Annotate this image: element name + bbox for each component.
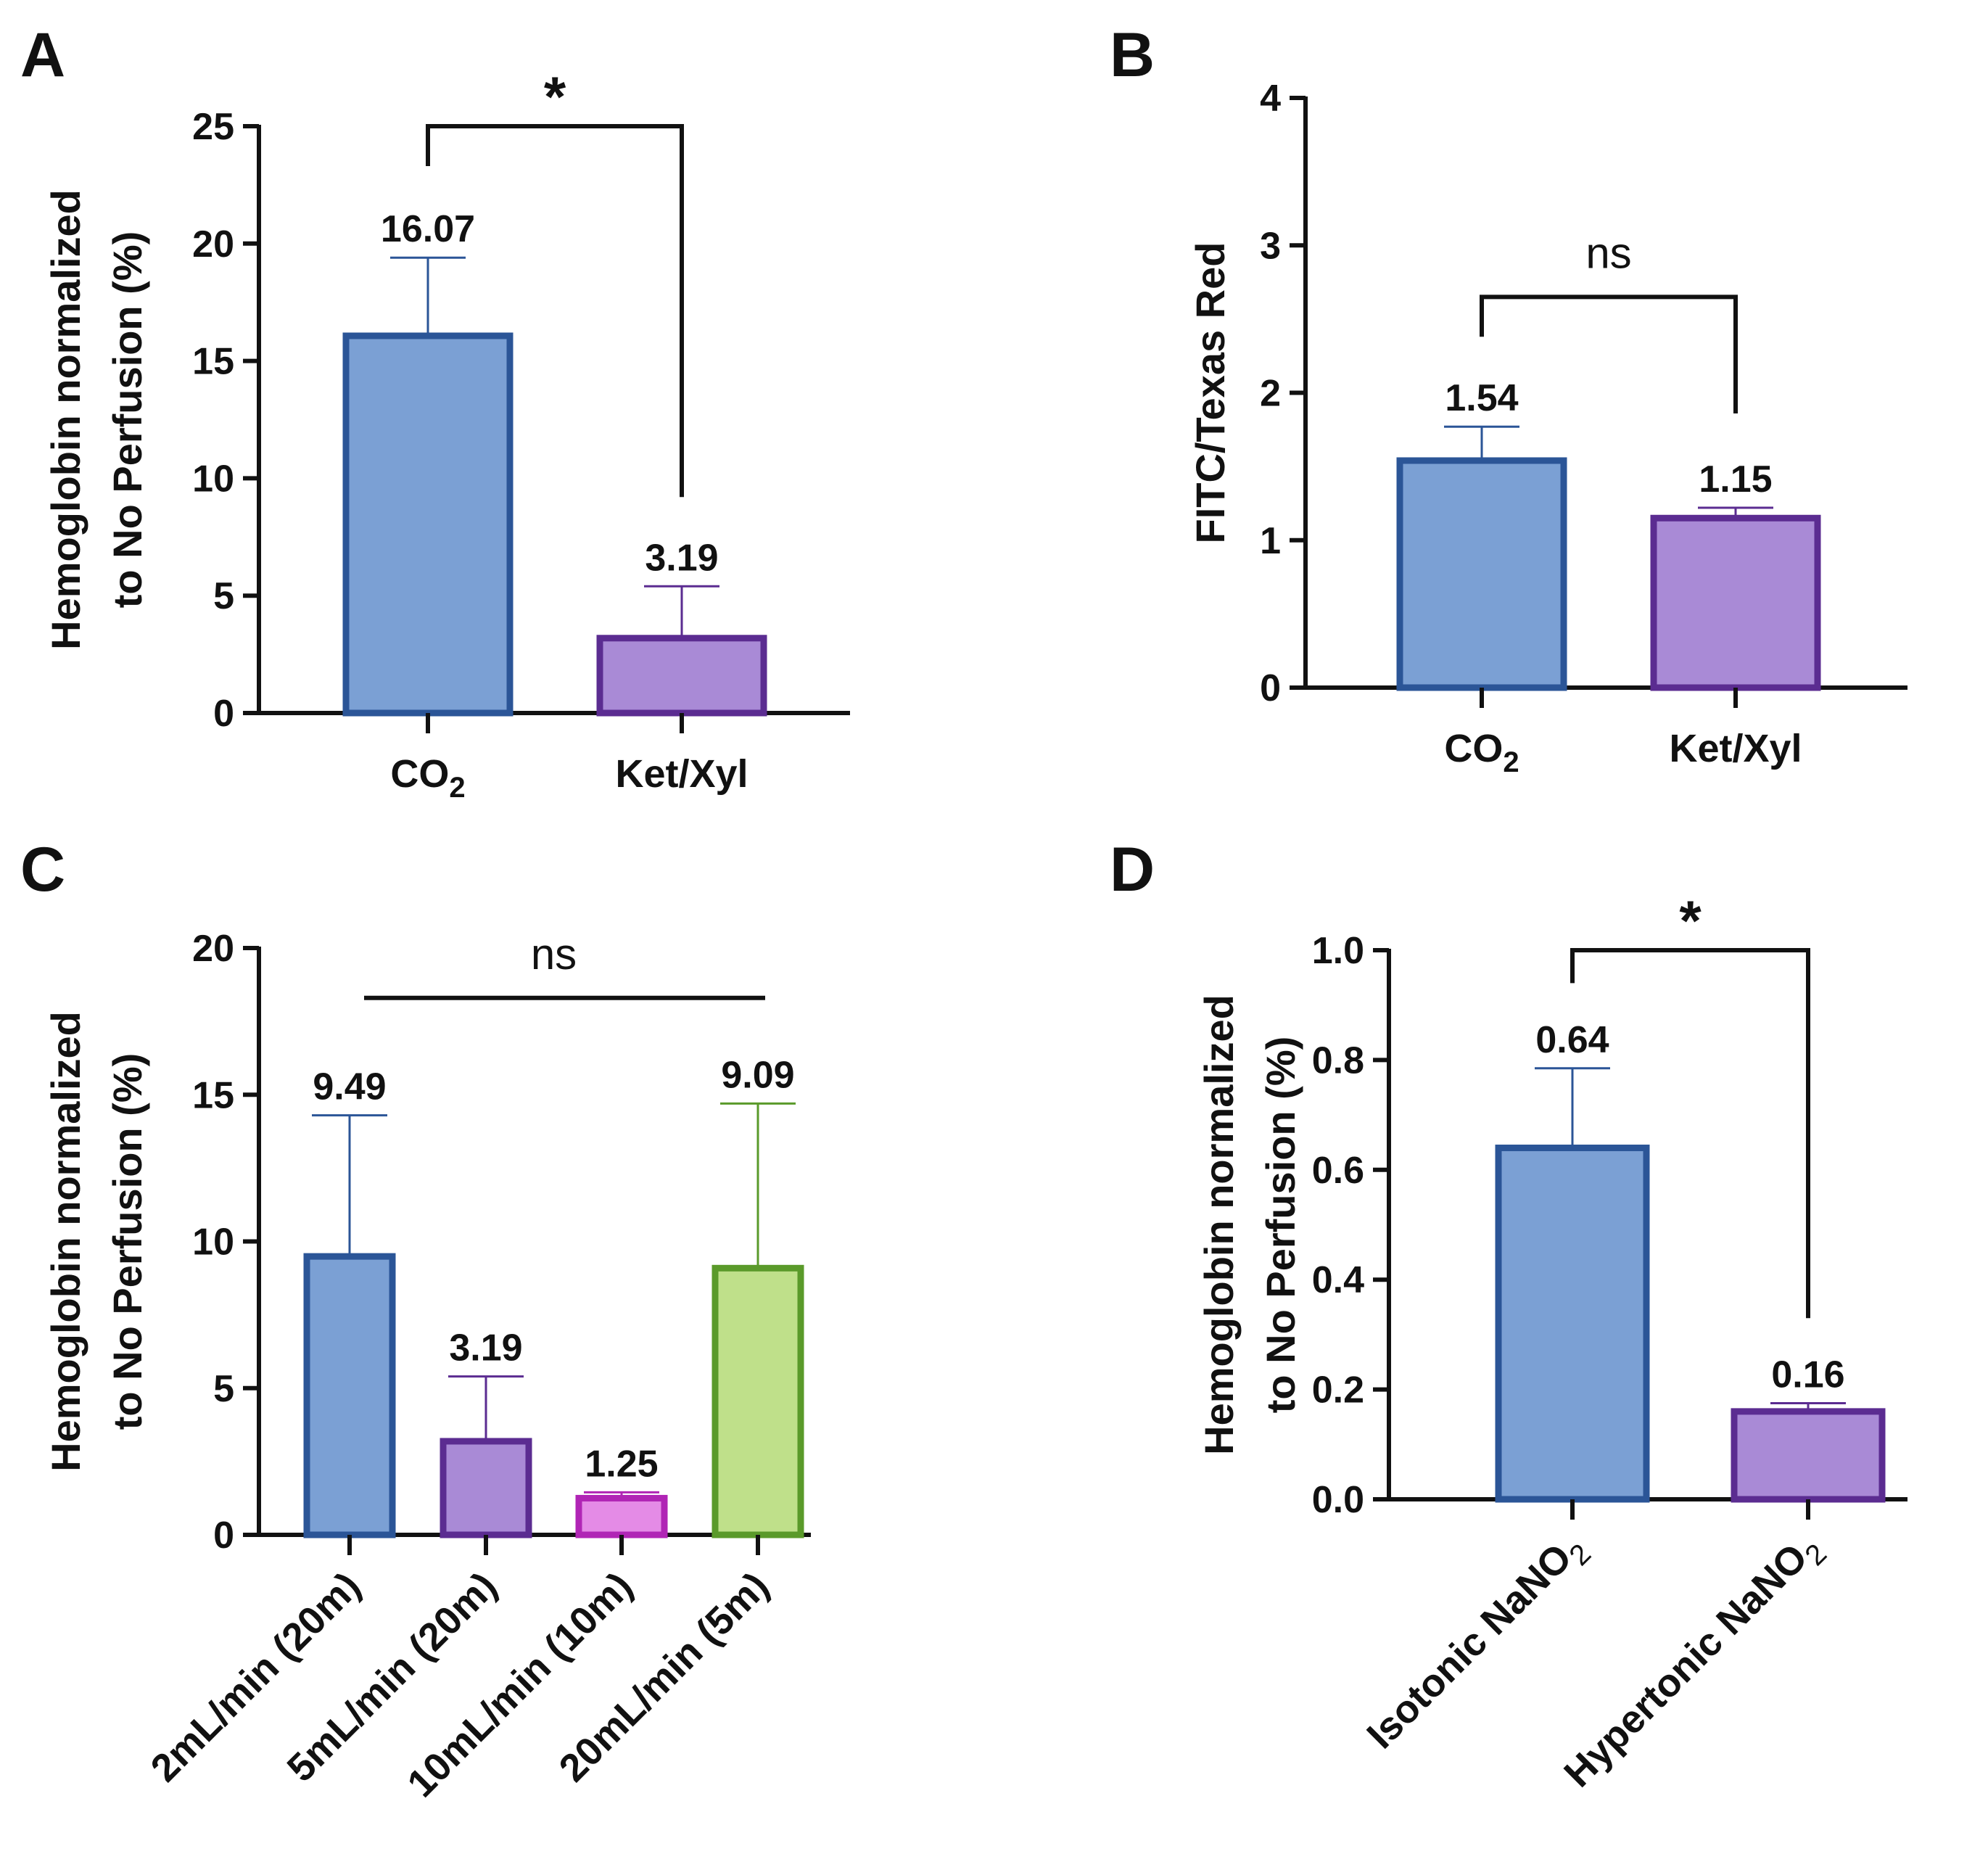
panel-letter-d: D bbox=[1110, 835, 1155, 905]
value-label: 0.64 bbox=[1535, 1019, 1609, 1061]
bar bbox=[575, 1494, 668, 1538]
significance-label: * bbox=[1679, 889, 1702, 952]
y-axis-title: to No Perfusion (%) bbox=[104, 1053, 150, 1430]
category-label: CO2 bbox=[1444, 727, 1519, 778]
bar bbox=[342, 332, 514, 717]
y-tick-label: 1 bbox=[1260, 520, 1281, 562]
category-label: Isotonic NaNO2 bbox=[1358, 1524, 1597, 1763]
category-label: Hypertonic NaNO2 bbox=[1556, 1524, 1833, 1801]
y-tick-label: 10 bbox=[192, 1221, 234, 1264]
value-label: 1.54 bbox=[1445, 377, 1518, 419]
y-axis-title: FITC/Texas Red bbox=[1187, 242, 1233, 544]
category-label: CO2 bbox=[390, 752, 465, 804]
y-tick-label: 4 bbox=[1260, 78, 1281, 120]
category-label-text: Ket/Xyl bbox=[615, 752, 748, 796]
y-tick-label: 20 bbox=[192, 928, 234, 970]
y-tick-label: 1.0 bbox=[1312, 930, 1364, 972]
bar bbox=[596, 635, 767, 717]
value-label: 1.25 bbox=[585, 1443, 658, 1485]
category-label-text: CO bbox=[390, 752, 449, 796]
chart-panel-c: 0 5 10 15 20 Hemoglobin normalized to No Perfu… bbox=[43, 928, 811, 1805]
significance-label: * bbox=[544, 65, 566, 128]
panel-letter-a: A bbox=[20, 20, 65, 90]
panel-letter-b: B bbox=[1110, 20, 1155, 90]
y-tick-label: 0.0 bbox=[1312, 1479, 1364, 1521]
y-tick-label: 5 bbox=[213, 575, 234, 617]
category-label-text: CO bbox=[1444, 727, 1503, 770]
y-axis-title: to No Perfusion (%) bbox=[104, 231, 150, 609]
significance-label: ns bbox=[531, 930, 577, 978]
y-axis-title: Hemoglobin normalized bbox=[1196, 994, 1242, 1455]
value-label: 3.19 bbox=[645, 537, 718, 579]
category-label-text: Isotonic NaNO bbox=[1358, 1536, 1580, 1758]
category-label: Ket/Xyl bbox=[1669, 727, 1802, 770]
value-label: 3.19 bbox=[449, 1327, 522, 1369]
category-label: 10mL/min (10m) bbox=[399, 1564, 640, 1805]
significance-label: ns bbox=[1585, 228, 1631, 277]
y-axis-title: Hemoglobin normalized bbox=[43, 189, 88, 650]
y-tick-label: 2 bbox=[1260, 373, 1281, 415]
value-label: 1.15 bbox=[1699, 458, 1772, 500]
y-tick-label: 0 bbox=[1260, 667, 1281, 709]
value-label: 16.07 bbox=[381, 208, 475, 250]
y-axis-title: Hemoglobin normalized bbox=[43, 1011, 88, 1472]
category-label: Ket/Xyl bbox=[615, 752, 748, 796]
y-tick-label: 5 bbox=[213, 1368, 234, 1410]
y-tick-label: 25 bbox=[192, 106, 234, 148]
category-label-text: Ket/Xyl bbox=[1669, 727, 1802, 770]
category-label-text: Hypertonic NaNO bbox=[1556, 1536, 1816, 1796]
chart-panel-a: 0 5 10 15 20 25 Hemoglobin normalized to No Per… bbox=[43, 65, 850, 804]
value-label: 9.09 bbox=[721, 1054, 794, 1096]
y-tick-label: 3 bbox=[1260, 225, 1281, 267]
bar bbox=[1731, 1408, 1886, 1503]
bar bbox=[303, 1253, 396, 1538]
y-tick-label: 0.6 bbox=[1312, 1150, 1364, 1192]
category-label-subscript: 2 bbox=[449, 772, 465, 804]
chart-panel-d: 0.0 0.2 0.4 0.6 0.8 1.0 Hemoglobin normalized t… bbox=[1196, 889, 1907, 1801]
category-label-subscript: 2 bbox=[1503, 746, 1519, 778]
bar bbox=[712, 1264, 804, 1538]
y-axis-title: to No Perfusion (%) bbox=[1258, 1037, 1303, 1414]
category-label-text: 10mL/min (10m) bbox=[399, 1564, 640, 1805]
y-tick-label: 0.2 bbox=[1312, 1369, 1364, 1412]
y-tick-label: 10 bbox=[192, 458, 234, 500]
significance-bracket bbox=[1480, 294, 1738, 413]
significance-bracket bbox=[426, 124, 684, 498]
y-tick-label: 0.4 bbox=[1312, 1259, 1364, 1301]
value-label: 0.16 bbox=[1771, 1354, 1844, 1396]
y-tick-label: 0 bbox=[213, 693, 234, 735]
value-label: 9.49 bbox=[313, 1066, 386, 1108]
bar bbox=[1495, 1145, 1650, 1503]
bar bbox=[1396, 457, 1567, 691]
y-tick-label: 15 bbox=[192, 1074, 234, 1116]
bar bbox=[440, 1438, 532, 1538]
panel-letter-c: C bbox=[20, 835, 65, 905]
significance-bracket bbox=[1570, 948, 1810, 1319]
bar bbox=[1650, 514, 1821, 691]
y-tick-label: 0.8 bbox=[1312, 1039, 1364, 1082]
y-tick-label: 20 bbox=[192, 223, 234, 265]
y-tick-label: 15 bbox=[192, 341, 234, 383]
y-tick-label: 0 bbox=[213, 1515, 234, 1557]
